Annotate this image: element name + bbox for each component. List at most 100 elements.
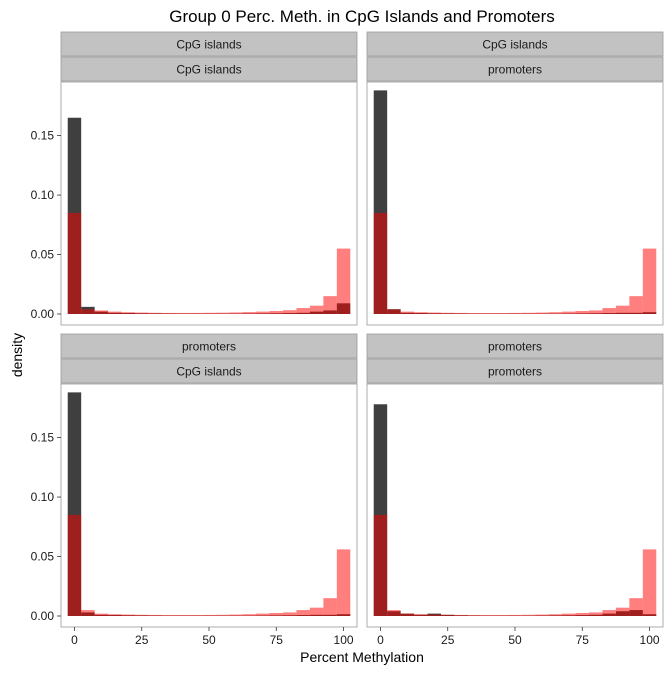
histogram-bar-red xyxy=(576,613,589,616)
histogram-bar-red xyxy=(162,615,175,616)
histogram-bar-red xyxy=(387,610,400,616)
facet-panel: CpG islands promoters xyxy=(367,32,663,325)
histogram-bar-red xyxy=(243,614,256,616)
x-tick-label: 25 xyxy=(135,633,149,647)
histogram-bar-red xyxy=(202,313,215,314)
histogram-bar-red xyxy=(256,312,269,314)
histogram-bar-red xyxy=(229,615,242,616)
histogram-bar-red xyxy=(589,612,602,616)
histogram-bar-red xyxy=(481,615,494,616)
y-tick-label: 0.15 xyxy=(31,129,55,143)
histogram-bar-red xyxy=(508,615,521,616)
histogram-bar-red xyxy=(374,213,387,314)
histogram-bar-red xyxy=(387,309,400,314)
histogram-bar-red xyxy=(135,313,148,314)
x-tick-label: 0 xyxy=(377,633,384,647)
histogram-bar-red xyxy=(135,615,148,616)
y-axis-label: density xyxy=(9,333,25,377)
histogram-bar-red xyxy=(414,614,427,616)
x-tick-label: 100 xyxy=(640,633,660,647)
histogram-bar-red xyxy=(296,610,309,616)
histogram-bar-red xyxy=(310,306,323,314)
histogram-bar-red xyxy=(535,615,548,616)
histogram-bar-red xyxy=(175,615,188,616)
x-tick-label: 50 xyxy=(508,633,522,647)
facet-strip-bottom-label: CpG islands xyxy=(176,63,241,77)
histogram-bar-red xyxy=(414,312,427,314)
histogram-bar-red xyxy=(256,614,269,616)
histogram-bar-red xyxy=(643,249,656,314)
facet-strip-top-label: promoters xyxy=(488,340,542,354)
facet-panel: CpG islands CpG islands 0.00 0.05 0.10 0.15 xyxy=(31,32,357,325)
histogram-bar-red xyxy=(122,312,135,314)
y-tick-label: 0.05 xyxy=(31,248,55,262)
histogram-bar-red xyxy=(229,312,242,314)
histogram-bar-red xyxy=(616,306,629,314)
histogram-bar-red xyxy=(428,615,441,616)
histogram-bar-red xyxy=(468,313,481,314)
histogram-bar-red xyxy=(454,313,467,314)
y-tick-label: 0.00 xyxy=(31,609,55,623)
histogram-bar-red xyxy=(283,612,296,616)
histogram-bar-red xyxy=(337,549,350,616)
histogram-bar-red xyxy=(270,311,283,314)
facet-strip-top-label: CpG islands xyxy=(176,38,241,52)
histogram-bar-red xyxy=(589,310,602,314)
histogram-bar-red xyxy=(549,614,562,616)
histogram-bar-red xyxy=(522,615,535,616)
histogram-bar-red xyxy=(95,614,108,616)
histogram-bar-red xyxy=(495,313,508,314)
histogram-bar-red xyxy=(270,613,283,616)
histogram-bar-red xyxy=(562,614,575,616)
histogram-bar-red xyxy=(323,598,336,616)
facet-strip-bottom-label: promoters xyxy=(488,365,542,379)
histogram-bar-red xyxy=(310,608,323,616)
histogram-bar-red xyxy=(522,313,535,314)
histogram-bar-red xyxy=(468,615,481,616)
histogram-bar-red xyxy=(95,310,108,314)
histogram-bar-red xyxy=(81,309,94,314)
facet-strip-top-label: CpG islands xyxy=(482,38,547,52)
facet-strip-bottom-label: promoters xyxy=(488,63,542,77)
histogram-bar-red xyxy=(401,614,414,616)
histogram-bar-red xyxy=(481,313,494,314)
histogram-bar-red xyxy=(401,312,414,314)
histogram-bar-red xyxy=(629,598,642,616)
facet-strip-top-label: promoters xyxy=(182,340,236,354)
x-axis-label: Percent Methylation xyxy=(300,649,424,665)
panel-background xyxy=(367,384,663,627)
x-tick-label: 25 xyxy=(441,633,455,647)
histogram-bar-red xyxy=(549,312,562,314)
histogram-bar-red xyxy=(374,515,387,616)
histogram-bar-red xyxy=(68,213,81,314)
x-tick-label: 75 xyxy=(576,633,590,647)
histogram-bar-red xyxy=(562,312,575,314)
y-tick-label: 0.10 xyxy=(31,188,55,202)
histogram-bar-red xyxy=(296,308,309,314)
histogram-bar-red xyxy=(68,515,81,616)
histogram-bar-red xyxy=(495,615,508,616)
histogram-bar-red xyxy=(216,313,229,314)
histogram-bar-red xyxy=(616,608,629,616)
histogram-bar-red xyxy=(602,610,615,616)
histogram-bar-red xyxy=(535,313,548,314)
histogram-bar-red xyxy=(122,615,135,616)
y-tick-label: 0.00 xyxy=(31,307,55,321)
panel-background xyxy=(61,384,357,627)
histogram-bar-red xyxy=(216,615,229,616)
histogram-bar-red xyxy=(441,615,454,616)
histogram-bar-red xyxy=(189,313,202,314)
x-tick-label: 75 xyxy=(270,633,284,647)
histogram-bar-red xyxy=(323,296,336,314)
histogram-bar-red xyxy=(148,313,161,314)
x-tick-label: 100 xyxy=(334,633,354,647)
histogram-bar-red xyxy=(108,614,121,616)
x-tick-label: 0 xyxy=(71,633,78,647)
histogram-bar-red xyxy=(337,249,350,314)
panel-background xyxy=(367,82,663,325)
histogram-bar-red xyxy=(602,308,615,314)
